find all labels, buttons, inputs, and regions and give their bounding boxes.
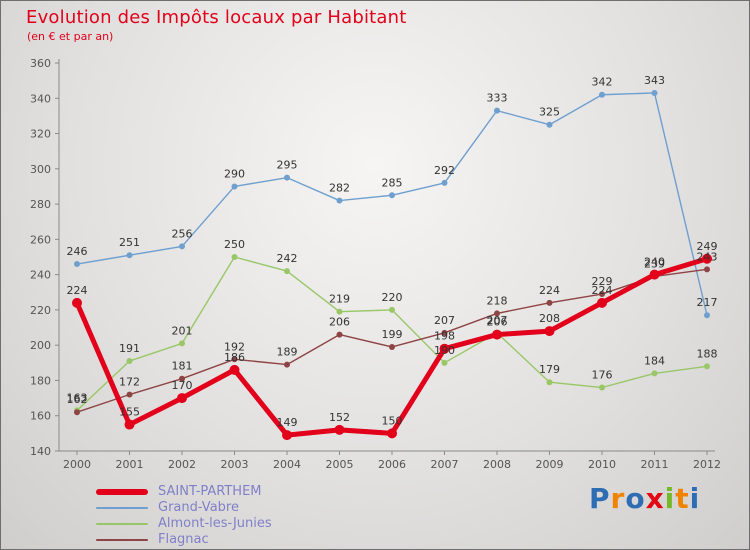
svg-text:2002: 2002 [168, 458, 196, 471]
svg-text:240: 240 [30, 269, 51, 282]
legend-line-swatch-grand-vabre [96, 506, 148, 509]
svg-text:163: 163 [67, 391, 88, 404]
svg-text:246: 246 [67, 245, 88, 258]
legend-label-flagnac: Flagnac [158, 532, 209, 547]
svg-text:190: 190 [434, 344, 455, 357]
svg-text:186: 186 [224, 351, 245, 364]
svg-text:179: 179 [539, 363, 560, 376]
svg-text:2011: 2011 [641, 458, 669, 471]
svg-text:181: 181 [172, 360, 193, 373]
svg-text:188: 188 [697, 347, 718, 360]
legend: SAINT-PARTHEM Grand-Vabre Almont-les-Jun… [96, 484, 272, 547]
legend-line-swatch-flagnac [96, 538, 148, 541]
svg-text:219: 219 [329, 293, 350, 306]
svg-text:343: 343 [644, 74, 665, 87]
svg-text:240: 240 [644, 256, 665, 269]
svg-text:220: 220 [382, 291, 403, 304]
svg-text:184: 184 [644, 354, 665, 367]
legend-label-grand-vabre: Grand-Vabre [158, 500, 239, 515]
svg-text:206: 206 [329, 316, 350, 329]
svg-text:2006: 2006 [378, 458, 406, 471]
svg-text:239: 239 [644, 257, 665, 270]
svg-text:290: 290 [224, 167, 245, 180]
svg-text:160: 160 [30, 410, 51, 423]
legend-line-swatch-almont-les-junies [96, 522, 148, 525]
legend-item-saint-parthem: SAINT-PARTHEM [96, 484, 272, 499]
svg-text:150: 150 [382, 414, 403, 427]
chart-subtitle: (en € et par an) [27, 30, 114, 43]
svg-text:243: 243 [697, 250, 718, 263]
proxiti-logo: Proxiti [589, 482, 701, 515]
svg-text:2007: 2007 [431, 458, 459, 471]
svg-text:250: 250 [224, 238, 245, 251]
svg-text:260: 260 [30, 233, 51, 246]
svg-text:2012: 2012 [693, 458, 721, 471]
svg-text:2008: 2008 [483, 458, 511, 471]
legend-label-saint-parthem: SAINT-PARTHEM [158, 484, 262, 499]
svg-text:180: 180 [30, 374, 51, 387]
svg-text:170: 170 [172, 379, 193, 392]
svg-text:192: 192 [224, 340, 245, 353]
svg-text:229: 229 [592, 275, 613, 288]
svg-text:249: 249 [697, 240, 718, 253]
svg-text:207: 207 [434, 314, 455, 327]
svg-text:2001: 2001 [116, 458, 144, 471]
legend-item-grand-vabre: Grand-Vabre [96, 500, 272, 515]
svg-text:220: 220 [30, 304, 51, 317]
svg-text:285: 285 [382, 176, 403, 189]
svg-text:224: 224 [592, 284, 613, 297]
svg-text:295: 295 [277, 159, 298, 172]
svg-text:333: 333 [487, 92, 508, 105]
svg-text:300: 300 [30, 163, 51, 176]
svg-text:189: 189 [277, 346, 298, 359]
svg-text:224: 224 [539, 284, 560, 297]
svg-text:342: 342 [592, 76, 613, 89]
svg-text:320: 320 [30, 128, 51, 141]
svg-text:325: 325 [539, 106, 560, 119]
legend-label-almont-les-junies: Almont-les-Junies [158, 516, 272, 531]
svg-text:2005: 2005 [326, 458, 354, 471]
svg-text:2003: 2003 [221, 458, 249, 471]
svg-text:256: 256 [172, 227, 193, 240]
svg-text:2004: 2004 [273, 458, 301, 471]
svg-text:199: 199 [382, 328, 403, 341]
svg-text:207: 207 [487, 314, 508, 327]
svg-text:208: 208 [539, 312, 560, 325]
svg-text:224: 224 [67, 284, 88, 297]
legend-line-swatch-saint-parthem [96, 488, 148, 495]
svg-text:140: 140 [30, 445, 51, 458]
svg-text:217: 217 [697, 296, 718, 309]
svg-text:198: 198 [434, 330, 455, 343]
svg-text:155: 155 [119, 406, 140, 419]
svg-text:201: 201 [172, 324, 193, 337]
svg-text:2009: 2009 [536, 458, 564, 471]
svg-text:152: 152 [329, 411, 350, 424]
svg-text:280: 280 [30, 198, 51, 211]
svg-text:242: 242 [277, 252, 298, 265]
svg-text:340: 340 [30, 92, 51, 105]
svg-text:282: 282 [329, 182, 350, 195]
legend-item-flagnac: Flagnac [96, 532, 272, 547]
svg-text:206: 206 [487, 316, 508, 329]
svg-text:2000: 2000 [63, 458, 91, 471]
svg-text:200: 200 [30, 339, 51, 352]
svg-text:218: 218 [487, 294, 508, 307]
chart-title: Evolution des Impôts locaux par Habitant [26, 7, 407, 28]
svg-text:176: 176 [592, 369, 613, 382]
svg-text:292: 292 [434, 164, 455, 177]
line-chart: 140 160 180 200 220 240 260 280 300 320 340 360 2000… [30, 57, 721, 471]
svg-text:360: 360 [30, 57, 51, 70]
svg-text:191: 191 [119, 342, 140, 355]
svg-text:149: 149 [277, 416, 298, 429]
svg-text:172: 172 [119, 376, 140, 389]
svg-text:2010: 2010 [588, 458, 616, 471]
legend-item-almont-les-junies: Almont-les-Junies [96, 516, 272, 531]
svg-text:251: 251 [119, 236, 140, 249]
svg-text:162: 162 [67, 393, 88, 406]
